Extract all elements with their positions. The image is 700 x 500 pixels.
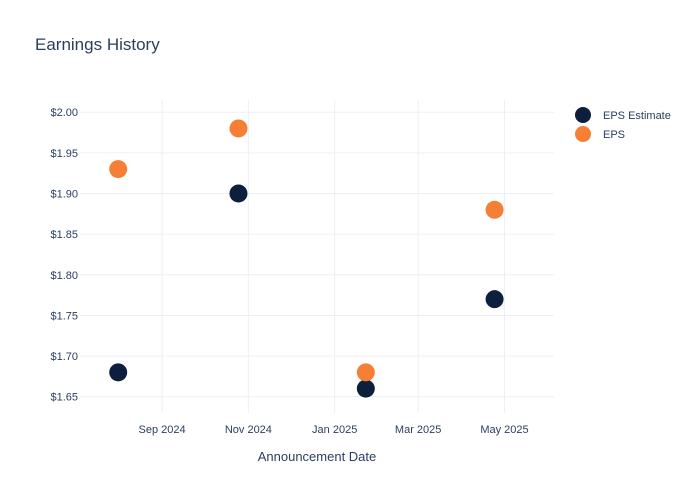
legend-item[interactable]: EPS (575, 126, 625, 142)
legend-marker (575, 126, 591, 142)
y-tick-label: $1.65 (50, 392, 78, 404)
legend-label: EPS Estimate (603, 110, 671, 122)
x-tick-label: Sep 2024 (139, 424, 186, 436)
y-tick-label: $1.80 (50, 270, 78, 282)
legend-marker (575, 107, 591, 123)
y-tick-label: $1.95 (50, 148, 78, 160)
legend-label: EPS (603, 129, 625, 141)
grid-layer (80, 100, 554, 413)
data-point[interactable] (229, 119, 248, 138)
data-point[interactable] (109, 363, 128, 382)
data-point[interactable] (109, 160, 128, 179)
x-axis-ticks: Sep 2024 Nov 2024 Jan 2025 Mar 2025 May 2025 (139, 424, 529, 436)
x-tick-label: May 2025 (480, 424, 528, 436)
data-point[interactable] (485, 290, 504, 309)
x-tick-label: Mar 2025 (395, 424, 441, 436)
data-point[interactable] (356, 363, 375, 382)
y-tick-label: $1.85 (50, 229, 78, 241)
y-axis-ticks: $1.65 $1.70 $1.75 $1.80 $1.85 $1.90 $1.95 $2.00 (50, 107, 78, 404)
y-tick-label: $1.75 (50, 310, 78, 322)
data-points (109, 119, 504, 398)
y-tick-label: $1.70 (50, 351, 78, 363)
x-tick-label: Nov 2024 (225, 424, 272, 436)
legend[interactable]: EPS Estimate EPS (575, 107, 671, 142)
y-tick-label: $1.90 (50, 188, 78, 200)
series-eps (109, 119, 504, 382)
x-axis-title: Announcement Date (258, 449, 377, 464)
y-tick-label: $2.00 (50, 107, 78, 119)
data-point[interactable] (356, 379, 375, 398)
series-eps-estimate (109, 184, 504, 398)
data-point[interactable] (229, 184, 248, 203)
chart-title: Earnings History (35, 35, 160, 54)
x-tick-label: Jan 2025 (312, 424, 357, 436)
legend-item[interactable]: EPS Estimate (575, 107, 671, 123)
data-point[interactable] (485, 200, 504, 219)
